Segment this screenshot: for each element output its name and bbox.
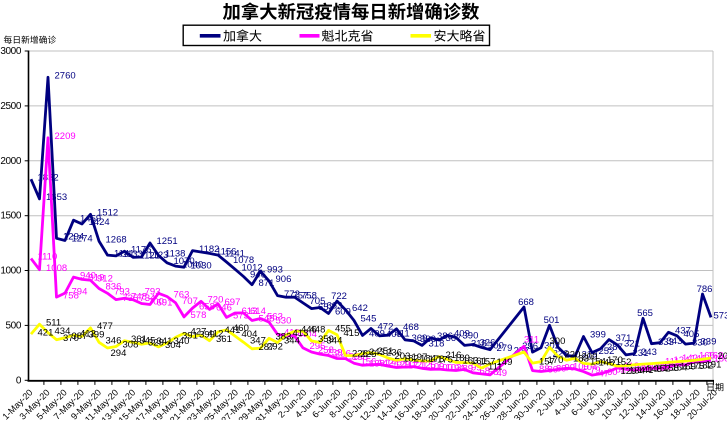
svg-text:415: 415 (344, 328, 360, 339)
svg-text:3000: 3000 (0, 46, 21, 57)
svg-text:292: 292 (267, 341, 283, 352)
svg-text:1110: 1110 (38, 252, 58, 263)
svg-text:530: 530 (276, 315, 292, 326)
svg-text:243: 243 (641, 347, 657, 358)
svg-text:722: 722 (331, 291, 347, 302)
svg-text:1274: 1274 (72, 234, 93, 245)
svg-text:786: 786 (697, 284, 713, 295)
svg-text:871: 871 (259, 278, 275, 289)
svg-text:421: 421 (38, 327, 54, 338)
svg-text:642: 642 (352, 303, 368, 314)
svg-text:203: 203 (718, 351, 727, 362)
svg-text:477: 477 (97, 321, 113, 332)
svg-text:1424: 1424 (89, 217, 110, 228)
svg-text:500: 500 (6, 320, 22, 331)
svg-text:793: 793 (145, 287, 161, 298)
svg-text:1653: 1653 (46, 192, 67, 203)
svg-text:300: 300 (550, 336, 566, 347)
svg-text:311: 311 (524, 335, 539, 346)
svg-text:339: 339 (701, 336, 717, 347)
svg-text:0: 0 (16, 375, 22, 386)
svg-text:1512: 1512 (97, 208, 118, 219)
svg-text:609: 609 (335, 307, 351, 318)
svg-text:668: 668 (518, 297, 534, 308)
svg-text:1832: 1832 (38, 172, 59, 183)
svg-text:501: 501 (544, 315, 560, 326)
svg-text:468: 468 (403, 322, 419, 333)
svg-text:2760: 2760 (55, 71, 76, 82)
svg-text:565: 565 (637, 308, 653, 319)
svg-text:1008: 1008 (46, 263, 67, 274)
svg-text:545: 545 (361, 314, 377, 325)
svg-text:1500: 1500 (0, 211, 21, 222)
svg-text:149: 149 (497, 357, 513, 368)
svg-text:2500: 2500 (0, 101, 21, 112)
svg-text:1000: 1000 (0, 266, 21, 277)
svg-text:346: 346 (106, 336, 122, 347)
svg-text:1268: 1268 (106, 234, 127, 245)
svg-text:573: 573 (714, 311, 727, 322)
svg-text:794: 794 (72, 286, 88, 297)
svg-text:343: 343 (667, 336, 683, 347)
svg-text:906: 906 (276, 274, 292, 285)
svg-text:1251: 1251 (157, 236, 178, 247)
svg-text:707: 707 (182, 296, 198, 307)
svg-text:170: 170 (548, 355, 564, 366)
svg-text:279: 279 (497, 343, 513, 354)
svg-text:399: 399 (590, 330, 606, 341)
svg-text:691: 691 (157, 298, 173, 309)
svg-text:1030: 1030 (191, 260, 212, 271)
svg-text:2000: 2000 (0, 156, 21, 167)
svg-text:344: 344 (327, 336, 343, 347)
svg-text:2209: 2209 (55, 131, 76, 142)
svg-text:697: 697 (225, 297, 241, 308)
